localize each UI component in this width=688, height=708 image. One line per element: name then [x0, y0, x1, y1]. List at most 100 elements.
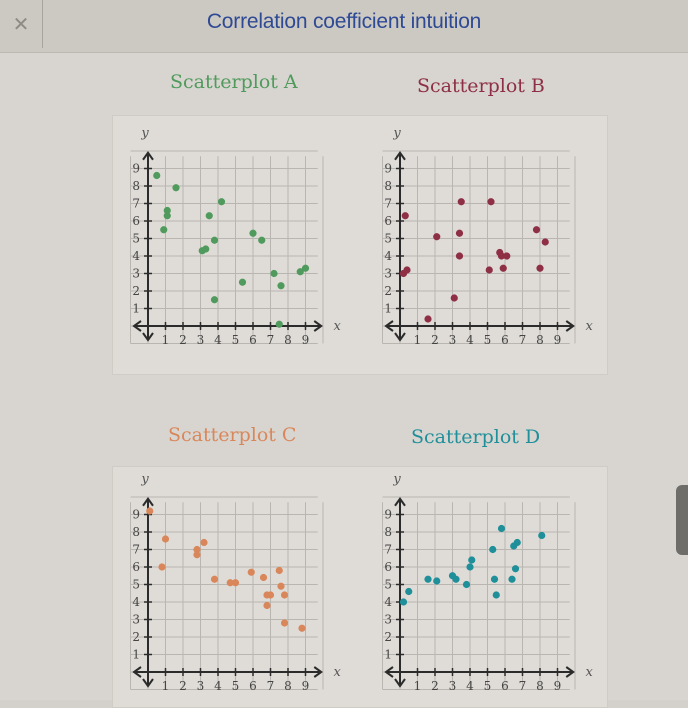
svg-text:6: 6 — [132, 560, 140, 574]
svg-text:3: 3 — [449, 333, 457, 347]
svg-text:2: 2 — [132, 284, 140, 298]
data-points — [399, 524, 546, 606]
svg-text:x: x — [586, 319, 594, 334]
svg-text:3: 3 — [132, 613, 140, 627]
plot-title-a: Scatterplot A — [170, 71, 298, 93]
svg-text:5: 5 — [232, 679, 240, 693]
svg-text:6: 6 — [501, 679, 509, 693]
svg-text:7: 7 — [267, 679, 275, 693]
svg-text:2: 2 — [431, 333, 439, 347]
plots-card-top — [112, 115, 608, 375]
page-title: Correlation coefficient intuition — [206, 10, 482, 33]
grid — [130, 496, 324, 690]
svg-text:4: 4 — [466, 679, 474, 693]
svg-text:3: 3 — [197, 679, 205, 693]
svg-text:1: 1 — [162, 679, 170, 693]
svg-text:4: 4 — [214, 679, 222, 693]
svg-text:2: 2 — [384, 284, 392, 298]
svg-text:4: 4 — [384, 249, 392, 263]
plot-title-b: Scatterplot B — [417, 75, 545, 97]
svg-text:6: 6 — [249, 333, 257, 347]
plots-card-bottom — [112, 466, 608, 708]
svg-text:y: y — [392, 476, 401, 487]
svg-text:2: 2 — [179, 679, 187, 693]
grid — [130, 150, 324, 344]
svg-text:3: 3 — [132, 267, 140, 281]
close-button[interactable]: ✕ — [0, 0, 43, 48]
svg-text:4: 4 — [384, 595, 392, 609]
svg-text:y: y — [140, 476, 149, 487]
close-icon: ✕ — [12, 12, 30, 36]
svg-text:1: 1 — [384, 302, 392, 316]
svg-text:2: 2 — [384, 630, 392, 644]
svg-text:4: 4 — [214, 333, 222, 347]
svg-text:9: 9 — [384, 508, 392, 522]
svg-text:x: x — [586, 665, 594, 680]
svg-text:7: 7 — [384, 543, 392, 557]
svg-text:x: x — [334, 665, 342, 680]
svg-text:9: 9 — [302, 679, 310, 693]
svg-text:5: 5 — [484, 679, 492, 693]
svg-text:5: 5 — [484, 333, 492, 347]
svg-text:6: 6 — [384, 214, 392, 228]
svg-text:y: y — [140, 130, 149, 141]
header-bar: ✕ Correlation coefficient intuition — [0, 0, 688, 53]
svg-text:y: y — [392, 130, 401, 141]
svg-text:7: 7 — [132, 197, 140, 211]
svg-text:8: 8 — [284, 333, 292, 347]
svg-text:2: 2 — [132, 630, 140, 644]
svg-text:7: 7 — [132, 543, 140, 557]
svg-text:9: 9 — [554, 679, 562, 693]
svg-text:7: 7 — [267, 333, 275, 347]
svg-text:1: 1 — [132, 302, 140, 316]
svg-text:7: 7 — [519, 333, 527, 347]
svg-text:5: 5 — [132, 578, 140, 592]
svg-text:3: 3 — [449, 679, 457, 693]
svg-text:6: 6 — [132, 214, 140, 228]
svg-text:3: 3 — [384, 613, 392, 627]
svg-text:8: 8 — [536, 679, 544, 693]
svg-text:2: 2 — [431, 679, 439, 693]
svg-text:1: 1 — [384, 648, 392, 662]
plot-title-d: Scatterplot D — [411, 426, 541, 448]
svg-text:7: 7 — [384, 197, 392, 211]
svg-text:9: 9 — [132, 162, 140, 176]
svg-text:1: 1 — [162, 333, 170, 347]
svg-text:3: 3 — [197, 333, 205, 347]
svg-text:6: 6 — [384, 560, 392, 574]
data-points — [153, 171, 310, 328]
svg-text:5: 5 — [232, 333, 240, 347]
svg-text:2: 2 — [179, 333, 187, 347]
svg-text:8: 8 — [132, 179, 140, 193]
svg-text:x: x — [334, 319, 342, 334]
svg-text:4: 4 — [132, 249, 140, 263]
data-points — [399, 198, 549, 323]
svg-text:9: 9 — [132, 508, 140, 522]
plot-title-c: Scatterplot C — [168, 424, 297, 446]
scrollbar-thumb[interactable] — [676, 485, 688, 555]
svg-text:5: 5 — [132, 232, 140, 246]
svg-text:6: 6 — [249, 679, 257, 693]
svg-text:5: 5 — [384, 578, 392, 592]
svg-text:8: 8 — [536, 333, 544, 347]
svg-text:9: 9 — [302, 333, 310, 347]
svg-text:4: 4 — [466, 333, 474, 347]
svg-text:7: 7 — [519, 679, 527, 693]
svg-text:8: 8 — [384, 179, 392, 193]
svg-text:8: 8 — [132, 525, 140, 539]
data-points — [146, 507, 306, 632]
svg-text:1: 1 — [414, 333, 422, 347]
svg-text:6: 6 — [501, 333, 509, 347]
svg-text:1: 1 — [414, 679, 422, 693]
svg-text:1: 1 — [132, 648, 140, 662]
svg-text:8: 8 — [284, 679, 292, 693]
svg-text:4: 4 — [132, 595, 140, 609]
grid — [382, 150, 576, 344]
